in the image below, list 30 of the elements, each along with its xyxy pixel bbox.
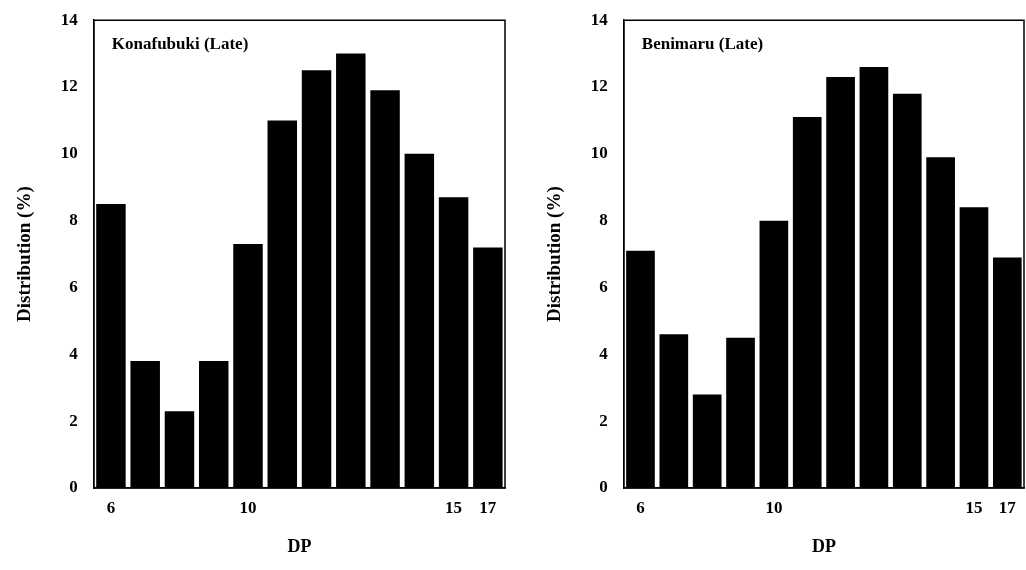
y-tick-label: 10 bbox=[60, 143, 78, 163]
y-tick-label: 0 bbox=[599, 477, 608, 497]
y-tick-label: 8 bbox=[599, 210, 608, 230]
x-tick-label: 15 bbox=[445, 497, 463, 517]
x-tick-label: 10 bbox=[765, 497, 783, 517]
y-tick-label: 12 bbox=[590, 76, 608, 96]
x-tick-label: 10 bbox=[239, 497, 257, 517]
x-tick-label: 15 bbox=[965, 497, 983, 517]
text: Konafubuki (Late) bbox=[111, 33, 249, 53]
x-axis-title: DP bbox=[811, 535, 836, 556]
y-tick-label: 4 bbox=[69, 343, 79, 363]
x-tick-label: 6 bbox=[106, 497, 116, 517]
text: Benimaru (Late) bbox=[641, 33, 764, 53]
y-tick-label: 8 bbox=[69, 210, 78, 230]
y-tick-label: 4 bbox=[599, 343, 609, 363]
x-axis-title: DP bbox=[287, 535, 312, 556]
y-tick-label: 14 bbox=[590, 9, 609, 29]
x-tick-label: 17 bbox=[998, 497, 1017, 517]
y-tick-label: 0 bbox=[69, 477, 78, 497]
x-tick-label: 17 bbox=[479, 497, 497, 517]
y-tick-label: 12 bbox=[60, 76, 78, 96]
y-axis-title: Distribution (%) bbox=[543, 186, 566, 322]
y-tick-label: 10 bbox=[590, 143, 608, 163]
y-tick-label: 6 bbox=[69, 276, 78, 296]
y-tick-label: 14 bbox=[60, 9, 79, 29]
y-axis-title: Distribution (%) bbox=[13, 186, 36, 322]
x-tick-label: 6 bbox=[636, 497, 645, 517]
y-tick-label: 6 bbox=[599, 276, 608, 296]
y-tick-label: 2 bbox=[69, 410, 78, 430]
y-tick-label: 2 bbox=[599, 410, 608, 430]
